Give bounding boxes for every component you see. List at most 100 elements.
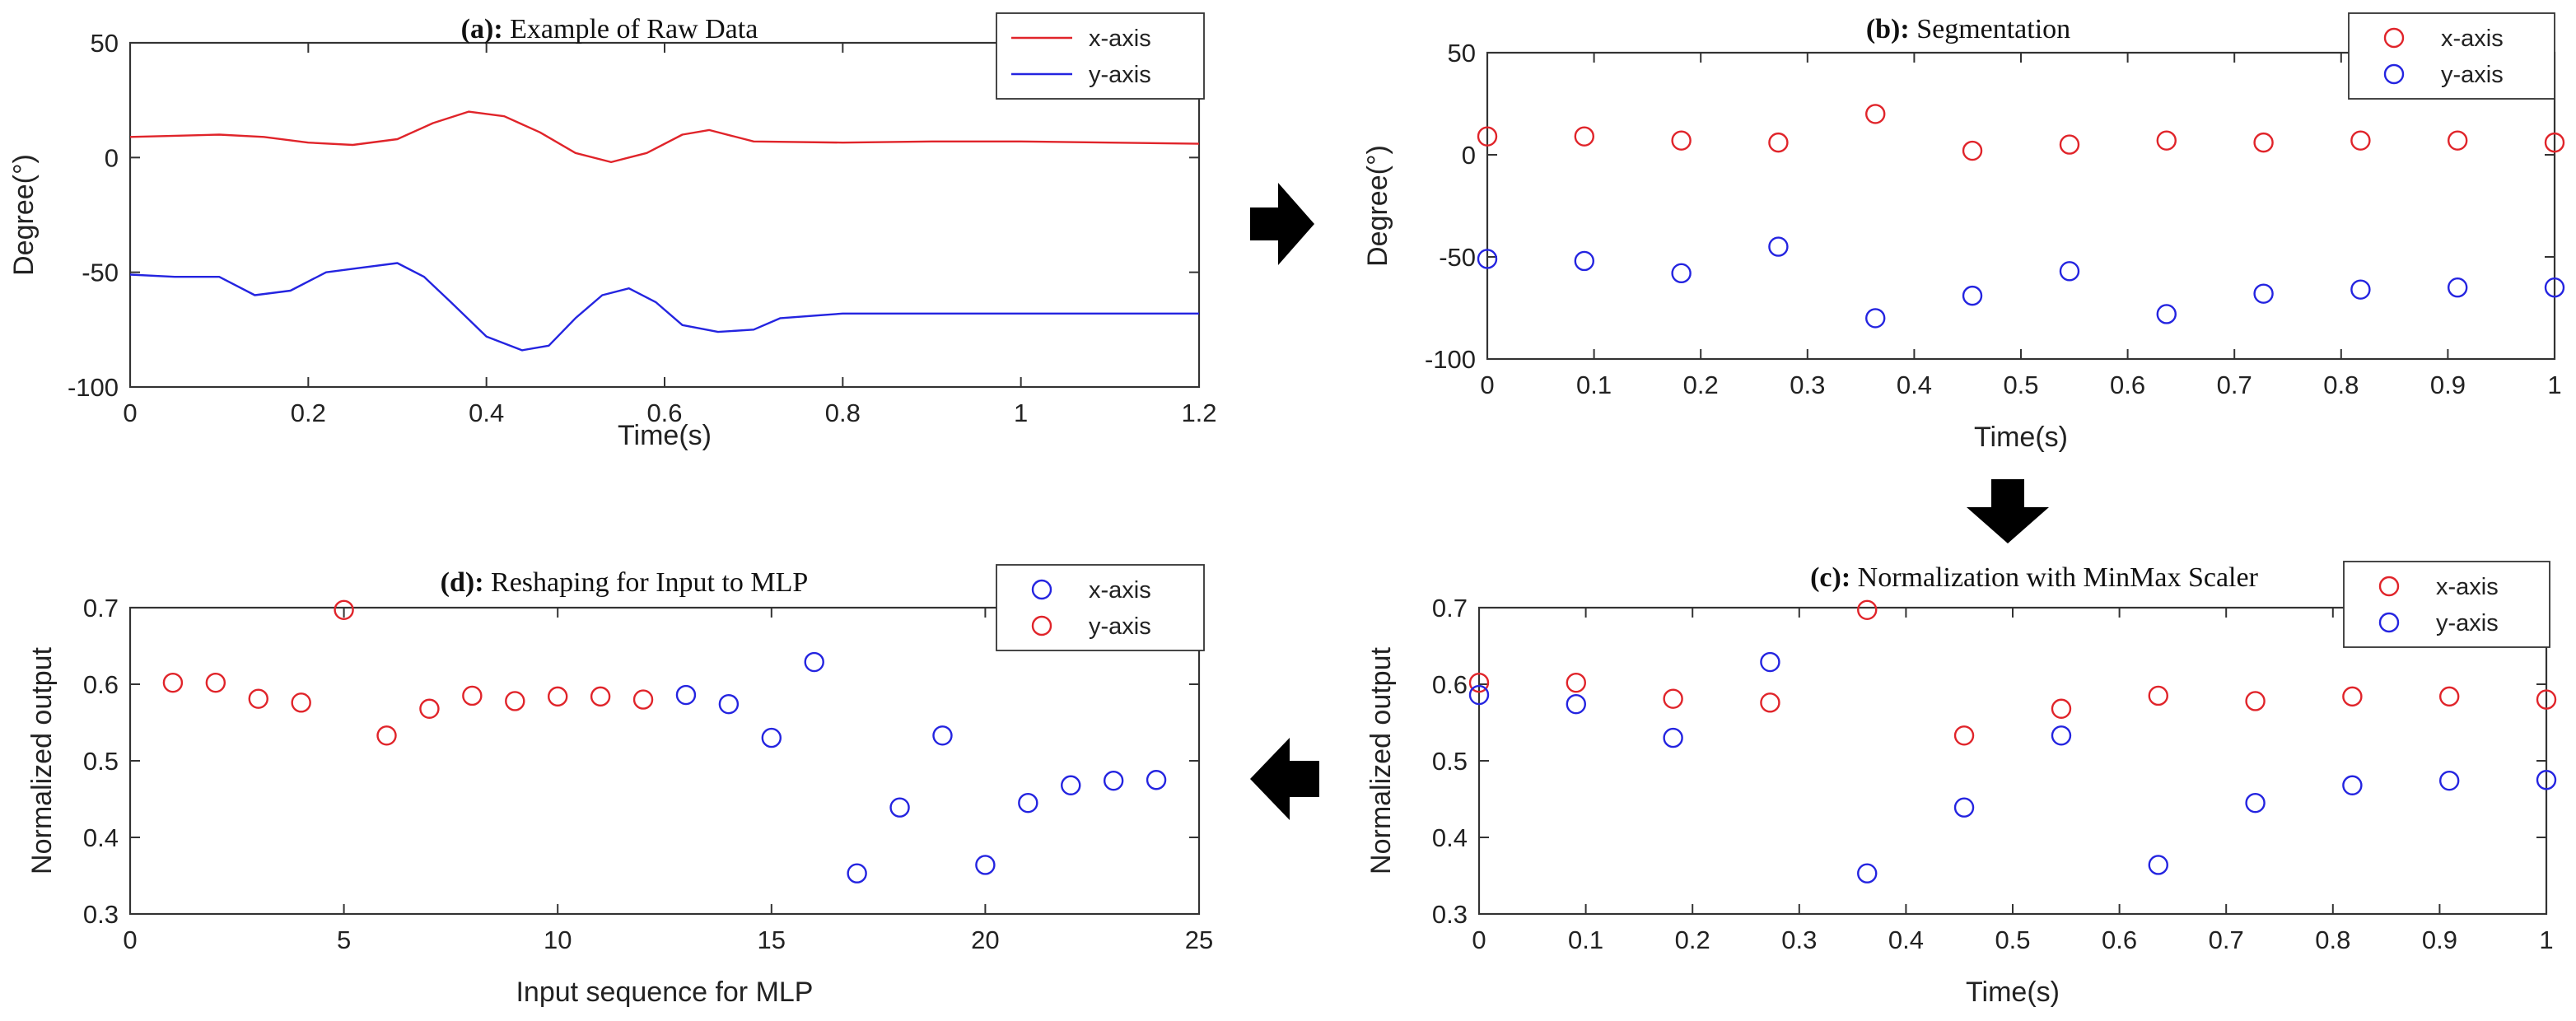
x-tick-label: 0 — [1480, 371, 1494, 399]
data-point-y-axis — [1566, 693, 1587, 715]
data-point-x-axis — [1865, 104, 1886, 124]
legend-label: x-axis — [2441, 26, 2504, 52]
data-point-x-axis — [1663, 688, 1683, 709]
data-point-y-axis — [548, 686, 568, 707]
chart-title-prefix: (c): — [1810, 562, 1850, 593]
data-point-y-axis — [2245, 792, 2266, 814]
data-point-y-axis — [462, 685, 483, 706]
x-tick-label: 0.8 — [825, 399, 861, 427]
data-point-y-axis — [2536, 770, 2557, 790]
data-point-x-axis — [1018, 792, 1038, 814]
x-axis-label: Time(s) — [1974, 422, 2068, 453]
data-point-y-axis — [1760, 651, 1780, 673]
x-tick-label: 0 — [123, 925, 137, 954]
data-point-y-axis — [2059, 261, 2080, 282]
data-point-x-axis — [804, 651, 824, 673]
chart-title-prefix: (d): — [441, 567, 484, 598]
y-tick-label: -100 — [68, 373, 119, 402]
data-point-x-axis — [2245, 691, 2266, 711]
chart-title-text: Normalization with MinMax Scaler — [1850, 562, 2258, 593]
y-axis-label: Normalized output — [26, 646, 58, 874]
x-tick-label: 0 — [1472, 925, 1486, 954]
data-point-x-axis — [932, 725, 953, 746]
data-point-x-axis — [2148, 685, 2168, 706]
x-tick-label: 0.1 — [1576, 371, 1612, 399]
y-tick-label: 0.5 — [83, 747, 119, 776]
x-tick-label: 1 — [1014, 399, 1028, 427]
legend-label: y-axis — [2436, 610, 2499, 636]
arrow-b-to-c-icon — [1967, 479, 2049, 543]
panel-b: 0 0.1 0.2 0.3 0.4 0.5 0.6 0.7 0.8 0.9 1 -100 -50 0 50 T… — [1362, 12, 2565, 453]
x-tick-label: 1.2 — [1181, 399, 1216, 427]
data-point-y-axis — [1468, 684, 1490, 706]
data-point-y-axis — [2438, 770, 2460, 791]
x-tick-label: 0.5 — [2003, 371, 2038, 399]
legend-swatch-x-axis — [2383, 27, 2405, 49]
y-tick-label: 50 — [91, 29, 119, 58]
data-point-x-axis — [847, 863, 867, 883]
data-point-x-axis — [2253, 132, 2274, 153]
x-tick-label: 0.8 — [2323, 371, 2359, 399]
x-tick-label: 0.9 — [2422, 925, 2457, 954]
x-tick-label: 0.6 — [2110, 371, 2145, 399]
data-point-y-axis — [248, 688, 268, 709]
data-point-y-axis — [2156, 304, 2177, 324]
x-tick-label: 0.1 — [1568, 925, 1603, 954]
data-point-x-axis — [1146, 770, 1167, 790]
x-tick-label: 0.9 — [2430, 371, 2466, 399]
data-point-x-axis — [2059, 134, 2080, 155]
chart-title-text: Segmentation — [1910, 14, 2070, 44]
y-tick-label: 0.6 — [83, 670, 119, 699]
data-point-x-axis — [1671, 130, 1692, 151]
y-tick-label: 0.4 — [83, 823, 119, 852]
y-tick-label: 0.6 — [1432, 670, 1468, 699]
y-axis-label: Degree(°) — [1362, 145, 1393, 267]
legend-swatch-x-axis — [1031, 579, 1052, 600]
legend-box — [2343, 561, 2550, 648]
chart-title-text: Example of Raw Data — [503, 14, 758, 44]
series-line-y-axis — [129, 262, 1199, 352]
data-point-x-axis — [2350, 130, 2371, 151]
chart-title-prefix: (a): — [461, 14, 503, 44]
data-point-x-axis — [1857, 599, 1878, 620]
chart-title: (d): Reshaping for Input to MLP — [441, 567, 809, 598]
y-tick-label: 0 — [1462, 141, 1476, 170]
data-point-x-axis — [2051, 698, 2072, 719]
x-tick-label: 0.2 — [1675, 925, 1710, 954]
x-axis-label: Time(s) — [1966, 977, 2060, 1008]
data-point-y-axis — [1768, 236, 1789, 257]
data-point-x-axis — [1103, 770, 1124, 791]
data-point-y-axis — [632, 689, 654, 710]
y-axis-label: Degree(°) — [8, 154, 40, 276]
data-point-y-axis — [1953, 797, 1975, 818]
x-tick-label: 20 — [971, 925, 999, 954]
x-tick-label: 0.4 — [1897, 371, 1932, 399]
y-tick-label: 0 — [105, 143, 119, 172]
legend-box — [996, 12, 1205, 100]
x-tick-label: 0.3 — [1790, 371, 1825, 399]
legend-box — [996, 564, 1205, 651]
panel-a: 0 0.2 0.4 0.6 0.8 1 1.2 -100 -50 0 50 Time(s) Degree… — [8, 12, 1217, 451]
chart-title: (c): Normalization with MinMax Scaler — [1810, 562, 2259, 593]
data-point-x-axis — [2536, 689, 2557, 710]
data-point-y-axis — [376, 725, 397, 746]
legend-swatch-x-axis — [2378, 576, 2400, 597]
x-tick-label: 10 — [544, 925, 572, 954]
x-tick-label: 0.7 — [2209, 925, 2244, 954]
data-point-y-axis — [162, 672, 184, 693]
y-axis-label: Normalized output — [1365, 646, 1397, 874]
x-tick-label: 15 — [758, 925, 786, 954]
data-point-x-axis — [2447, 130, 2468, 151]
data-point-y-axis — [1865, 308, 1886, 329]
plot-area-b — [1486, 51, 2556, 361]
plot-area-c — [1477, 606, 2548, 916]
data-point-y-axis — [1671, 263, 1692, 284]
data-point-x-axis — [2342, 686, 2363, 707]
data-point-x-axis — [1477, 126, 1498, 147]
legend-swatch-y-axis — [2383, 63, 2405, 85]
x-tick-label: 0.3 — [1781, 925, 1817, 954]
plot-area-d — [128, 606, 1201, 916]
y-tick-label: -50 — [82, 259, 119, 287]
data-point-x-axis — [675, 684, 697, 706]
